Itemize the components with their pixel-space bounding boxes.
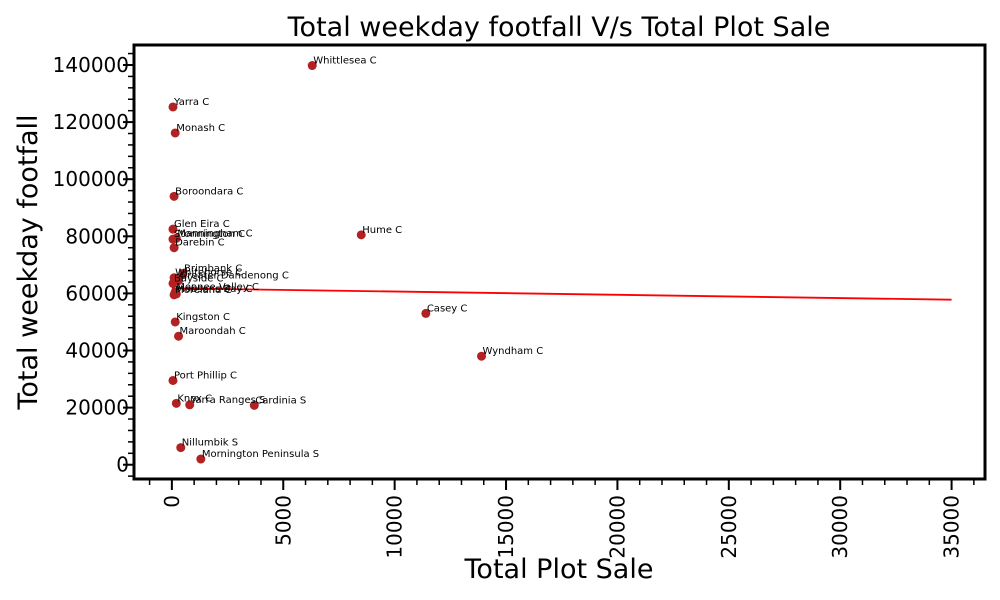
points-layer <box>168 61 487 464</box>
point-label: Knox C <box>177 393 212 404</box>
point-label: Yarra Ranges S <box>190 395 266 406</box>
y-tick-label: 140000 <box>53 53 129 77</box>
data-point <box>174 331 184 341</box>
data-point <box>171 398 181 408</box>
x-tick-label: 20000 <box>605 495 629 559</box>
data-point <box>168 224 178 234</box>
data-point <box>169 243 179 253</box>
data-point <box>196 454 206 464</box>
x-tick-label: 25000 <box>717 495 741 559</box>
x-tick-label: 35000 <box>940 495 964 559</box>
y-tick-label: 40000 <box>65 339 129 363</box>
data-point <box>170 128 180 138</box>
data-point <box>477 351 487 361</box>
x-axis-label: Total Plot Sale <box>464 554 654 585</box>
point-label: Stonnington C <box>174 229 245 240</box>
y-tick-label: 120000 <box>53 110 129 134</box>
data-point <box>178 268 188 278</box>
data-point <box>356 230 366 240</box>
data-point <box>171 233 181 243</box>
point-label: Port Phillip C <box>174 370 237 381</box>
data-point <box>174 276 184 286</box>
point-label: Moreland C <box>175 285 232 296</box>
point-label: Hume C <box>362 225 402 236</box>
y-tick-label: 60000 <box>65 281 129 305</box>
y-tick-label: 0 <box>116 453 129 477</box>
point-label: Yarra C <box>173 97 209 108</box>
point-label: Manningham C <box>177 228 252 239</box>
point-label: Maroondah C <box>180 326 246 337</box>
point-label: Brimbank C <box>184 263 242 274</box>
point-label: Cardinia S <box>255 395 306 406</box>
data-point <box>176 443 186 453</box>
y-tick-label: 80000 <box>65 224 129 248</box>
data-point <box>421 308 431 318</box>
point-label: Kingston C <box>176 312 230 323</box>
x-tick-label: 10000 <box>383 495 407 559</box>
x-tick-label: 0 <box>160 495 184 508</box>
point-label: Darebin C <box>175 238 225 249</box>
plot-frame <box>132 43 987 481</box>
point-label: Hobsons Bay C <box>177 284 252 295</box>
x-tick-label: 30000 <box>828 495 852 559</box>
point-label: Nillumbik S <box>182 438 238 449</box>
data-point <box>170 317 180 327</box>
trend-line <box>171 287 952 301</box>
chart-title: Total weekday footfall V/s Total Plot Sa… <box>287 12 831 43</box>
point-label: Monash C <box>176 123 225 134</box>
point-label: Mornington Peninsula S <box>202 449 319 460</box>
point-label: Casey C <box>427 303 468 314</box>
trend-line-layer <box>171 287 952 301</box>
y-tick-label: 20000 <box>65 396 129 420</box>
data-point <box>168 102 178 112</box>
axis-ticks: 0 5000 10000 15000 20000 25000 30000 35000 0 2000… <box>53 52 975 559</box>
x-tick-label: 15000 <box>494 495 518 559</box>
point-label: Boroondara C <box>175 186 243 197</box>
point-label: Greater Dandenong C <box>180 271 289 282</box>
y-axis-label: Total weekday footfall <box>13 114 44 410</box>
x-tick-label: 5000 <box>271 495 295 546</box>
point-labels-layer: Whittlesea C Yarra C Monash C Boroondara C G… <box>173 56 543 460</box>
data-point <box>185 400 195 410</box>
point-label: Whitehorse C <box>175 268 242 279</box>
point-label: Moonee Valley C <box>176 282 259 293</box>
y-tick-label: 100000 <box>53 167 129 191</box>
point-label: Glen Eira C <box>174 219 230 230</box>
point-label: Whittlesea C <box>313 56 376 67</box>
data-point <box>171 289 181 299</box>
data-point <box>168 375 178 385</box>
data-point <box>307 61 317 71</box>
data-point <box>169 191 179 201</box>
data-point <box>249 400 259 410</box>
point-label: Wyndham C <box>483 346 544 357</box>
point-label: Bayside C <box>174 273 224 284</box>
